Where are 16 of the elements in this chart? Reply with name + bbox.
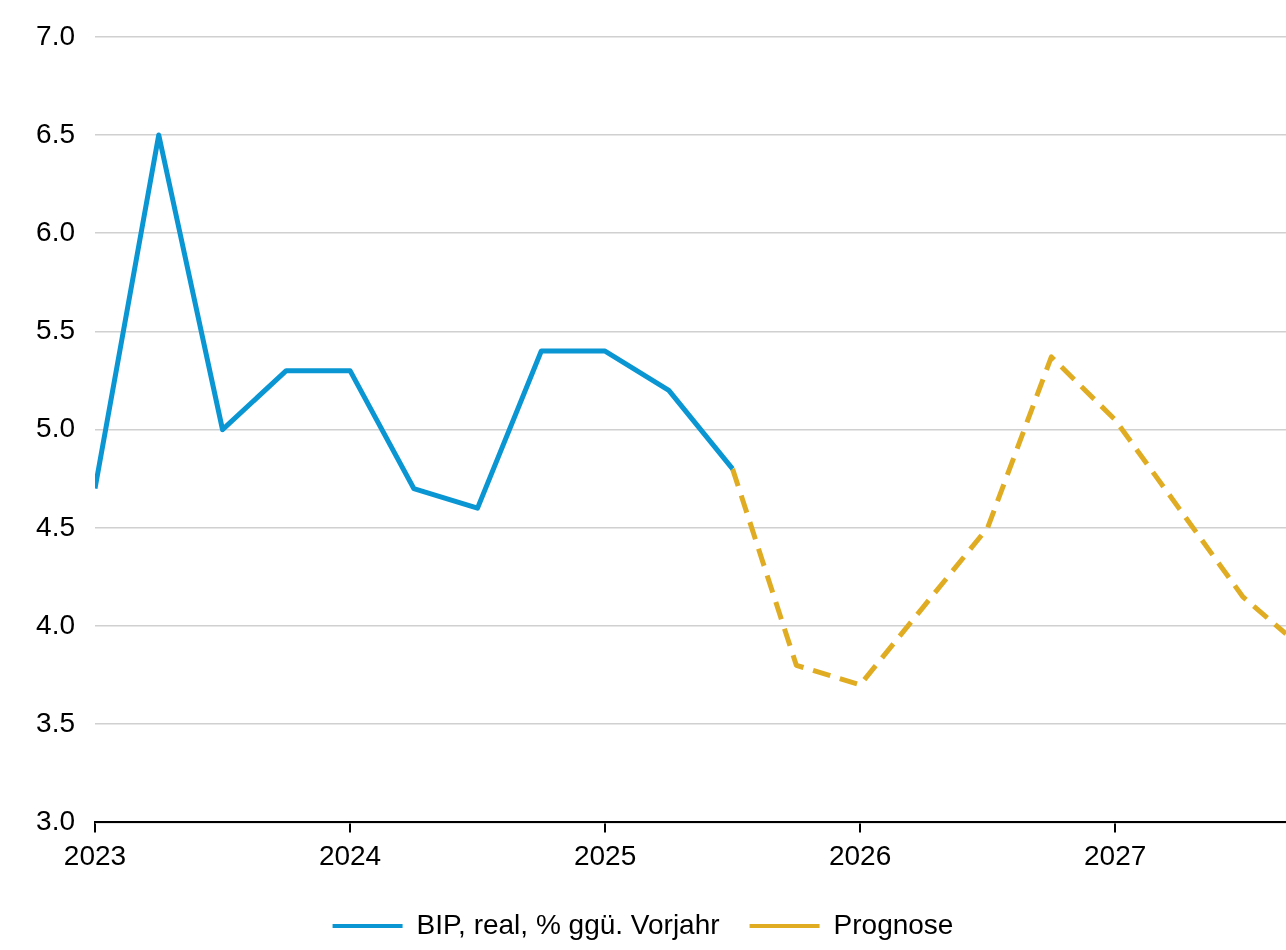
x-tick-label: 2024 xyxy=(318,839,382,871)
y-tick-label: 4.0 xyxy=(36,608,75,640)
y-tick-label: 3.5 xyxy=(36,706,75,738)
y-tick-label: 4.5 xyxy=(36,510,75,542)
x-tick-label: 2026 xyxy=(828,839,892,871)
y-tick-label: 6.0 xyxy=(36,215,75,247)
y-tick-label: 3.0 xyxy=(36,805,75,837)
x-tick-label: 2025 xyxy=(573,839,637,871)
y-tick-label: 7.0 xyxy=(36,19,75,51)
x-tick-label: 2027 xyxy=(1083,839,1147,871)
y-tick-label: 5.5 xyxy=(36,314,75,346)
legend-label: Prognose xyxy=(833,908,954,940)
y-tick-label: 5.0 xyxy=(36,412,75,444)
legend-label: BIP, real, % ggü. Vorjahr xyxy=(416,908,720,940)
x-tick-label: 2023 xyxy=(63,839,127,871)
y-tick-label: 6.5 xyxy=(36,117,75,149)
